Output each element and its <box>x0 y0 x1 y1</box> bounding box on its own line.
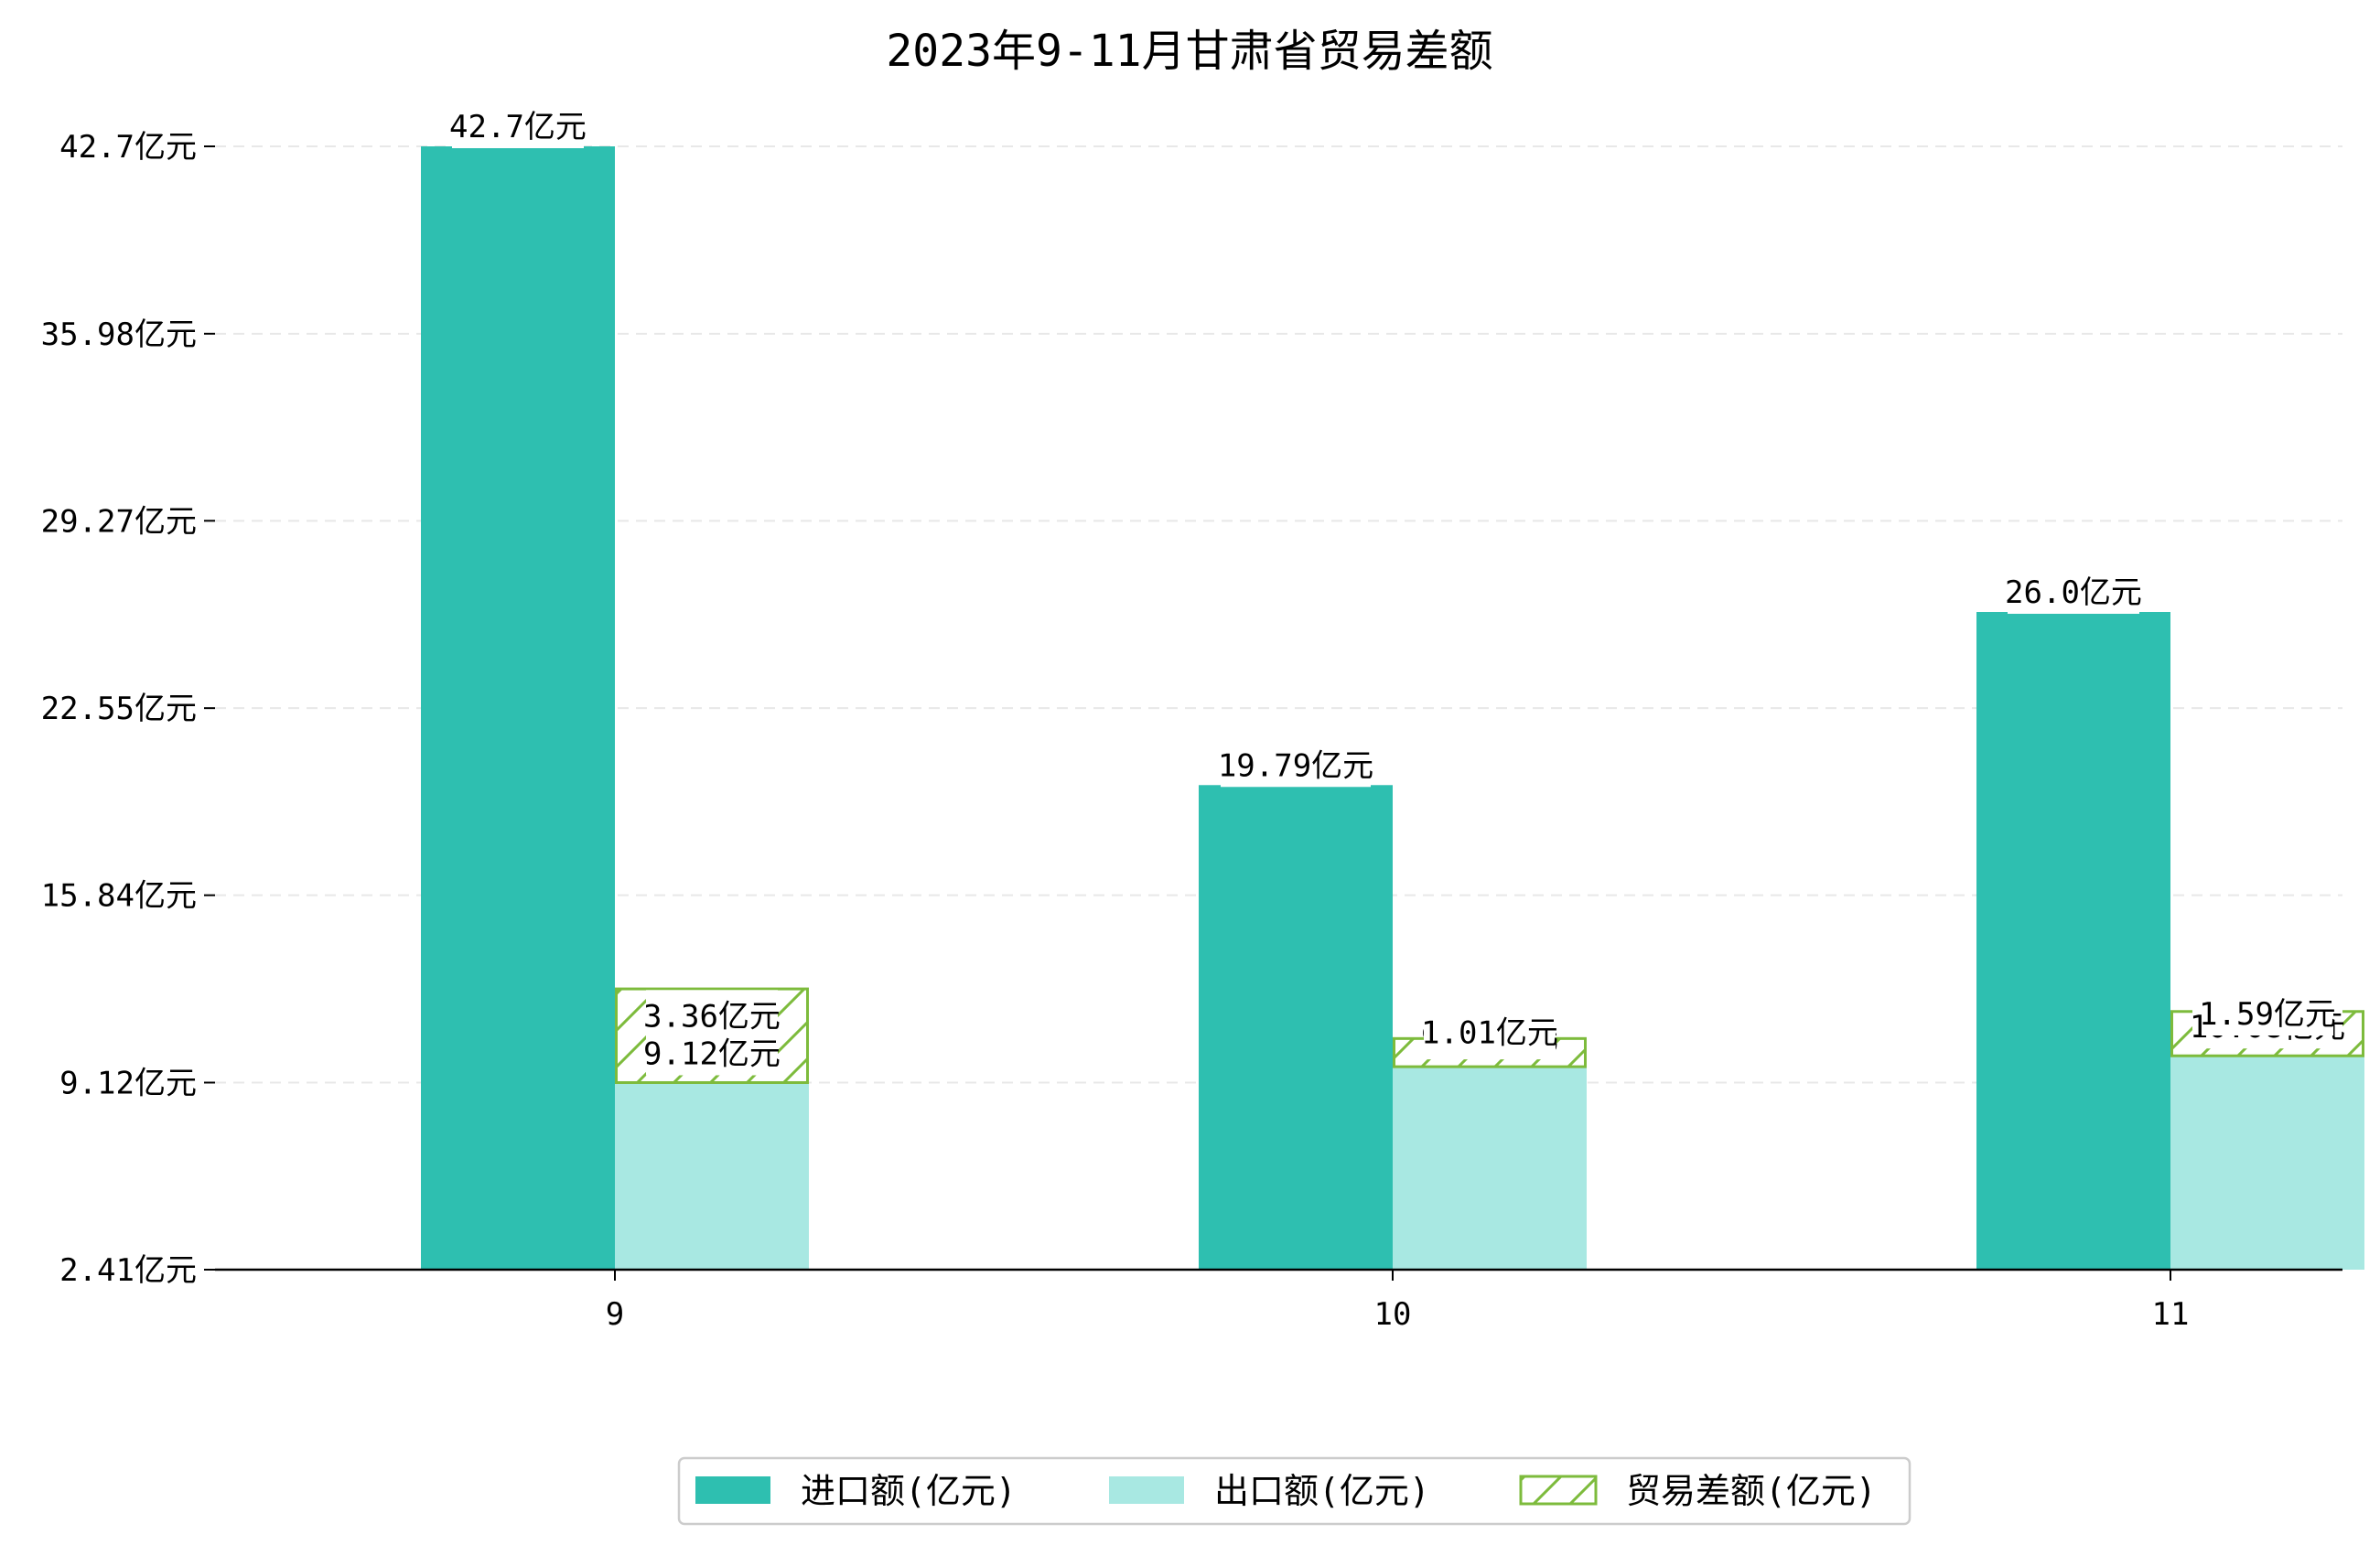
y-tick-label: 29.27亿元 <box>41 503 197 540</box>
y-tick-label: 22.55亿元 <box>41 691 197 727</box>
label-export: 9.12亿元 <box>643 1035 781 1072</box>
label-import-bg <box>2008 565 2139 614</box>
legend-label-2: 贸易差额(亿元) <box>1626 1471 1877 1511</box>
x-tick-label: 9 <box>606 1296 624 1333</box>
label-trade-balance-bg <box>2202 987 2333 1035</box>
y-tick-label: 42.7亿元 <box>59 129 197 166</box>
x-tick-label: 11 <box>2152 1296 2190 1333</box>
bar-import <box>421 146 615 1270</box>
label-import: 19.79亿元 <box>1218 747 1373 784</box>
x-axis: 9 10 11 <box>215 1268 2342 1333</box>
x-tick-label: 10 <box>1374 1296 1412 1333</box>
legend-label-0: 进口额(亿元) <box>801 1471 1017 1511</box>
chart-title: 2023年9-11月甘肃省贸易差额 <box>886 26 1492 77</box>
data-labels: 42.7亿元9.12亿元3.36亿元19.79亿元9.69亿元1.01亿元26.… <box>449 101 2345 1076</box>
label-import: 26.0亿元 <box>2005 574 2142 611</box>
bar-export <box>1393 1067 1587 1270</box>
label-import-bg <box>452 101 584 148</box>
label-trade-balance-bg <box>1424 1006 1556 1055</box>
label-import-bg <box>1221 739 1371 788</box>
legend-box <box>677 1456 1912 1526</box>
label-trade-balance: 1.59亿元 <box>2199 996 2336 1033</box>
y-tick-label: 2.41亿元 <box>59 1252 197 1289</box>
y-tick-label: 9.12亿元 <box>59 1065 197 1101</box>
label-trade-balance: 1.01亿元 <box>1421 1015 1558 1052</box>
y-axis: 2.41亿元 9.12亿元 15.84亿元 22.55亿元 29.27亿元 35.98亿元… <box>41 129 215 1289</box>
legend-swatch-2 <box>1519 1475 1598 1506</box>
bar-export <box>2170 1056 2364 1270</box>
bar-import <box>1199 785 1393 1270</box>
legend-swatch-1 <box>1109 1476 1184 1504</box>
legend-swatch-0 <box>695 1476 770 1504</box>
y-tick-label: 15.84亿元 <box>41 878 197 915</box>
legend: 进口额(亿元) 出口额(亿元) 贸易差额(亿元) <box>677 1456 1912 1526</box>
bar-import <box>1976 611 2170 1270</box>
bar-export <box>615 1082 809 1270</box>
y-tick-label: 35.98亿元 <box>41 317 197 353</box>
bars <box>421 146 2364 1270</box>
label-import: 42.7亿元 <box>449 109 587 145</box>
legend-label-1: 出口额(亿元) <box>1214 1471 1430 1511</box>
label-trade-balance: 3.36亿元 <box>643 998 781 1035</box>
label-trade-balance-bg <box>646 990 778 1038</box>
